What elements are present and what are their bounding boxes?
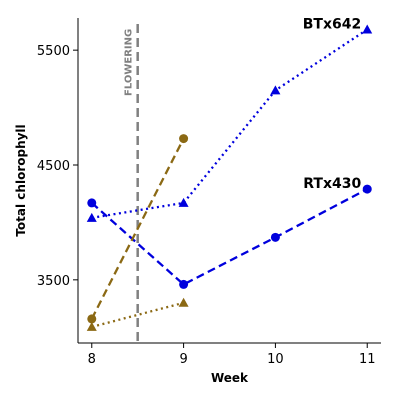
data-point: [362, 24, 373, 34]
data-point: [179, 134, 189, 144]
data-point: [362, 184, 372, 194]
axes: 8 9 10 11 3500 4500 5500: [37, 18, 381, 367]
data-point: [179, 279, 189, 289]
data-point: [178, 197, 189, 207]
series-label: BTx642: [303, 16, 361, 32]
series-label: RTx430: [303, 176, 361, 192]
y-tick-label: 3500: [37, 274, 70, 289]
plot-area: FLOWERING BTx642 RTx430: [86, 16, 373, 343]
y-axis-title: Total chlorophyll: [14, 124, 28, 236]
data-point: [86, 321, 97, 331]
data-point: [270, 232, 280, 242]
data-point: [86, 212, 97, 222]
x-tick-label: 10: [267, 352, 284, 367]
y-tick-label: 4500: [37, 159, 70, 174]
series-line-3: [90, 138, 185, 320]
x-tick-label: 8: [88, 352, 96, 367]
series-line-2: [91, 188, 368, 286]
data-point: [87, 198, 97, 208]
x-axis-title: Week: [211, 371, 249, 385]
data-point: [270, 85, 281, 95]
flowering-label: FLOWERING: [124, 29, 135, 96]
data-point: [87, 314, 97, 324]
series-line-1: [91, 28, 368, 219]
data-point: [178, 297, 189, 307]
y-tick-label: 5500: [37, 44, 70, 59]
x-tick-label: 9: [179, 352, 187, 367]
x-tick-label: 11: [359, 352, 376, 367]
